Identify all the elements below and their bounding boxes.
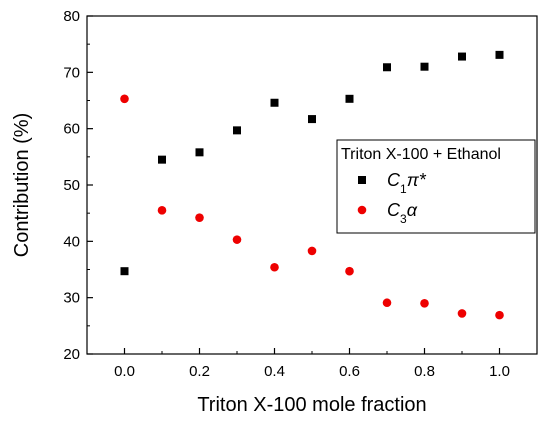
data-point-series-1 xyxy=(270,98,279,107)
data-point-series-1 xyxy=(308,115,316,124)
legend-items: C1π* C3α xyxy=(357,170,427,226)
x-tick-label: 0.8 xyxy=(414,363,435,380)
data-point-series-1 xyxy=(158,155,166,164)
y-tick-label: 30 xyxy=(63,290,80,307)
y-tick-label: 50 xyxy=(63,177,80,194)
legend-marker-series-1 xyxy=(358,176,366,184)
data-point-series-2 xyxy=(345,266,354,276)
legend-title: Triton X-100 + Ethanol xyxy=(341,146,501,163)
data-point-series-1 xyxy=(195,148,204,157)
y-tick-label: 20 xyxy=(63,346,80,363)
data-point-series-2 xyxy=(457,309,467,318)
data-point-series-2 xyxy=(420,299,429,308)
data-point-series-1 xyxy=(120,267,129,276)
x-axis-label: Triton X-100 mole fraction xyxy=(197,394,426,416)
y-tick-label: 40 xyxy=(63,233,80,250)
legend-box xyxy=(336,139,536,234)
x-axis-ticks: 0.0 0.2 0.4 0.6 0.8 1.0 xyxy=(86,348,538,380)
data-point-series-1 xyxy=(458,52,466,61)
y-tick-label: 80 xyxy=(63,8,80,25)
data-point-series-2 xyxy=(270,262,279,272)
legend-marker-series-2 xyxy=(357,205,367,215)
legend: Triton X-100 + Ethanol C1π* C3α xyxy=(336,139,536,234)
data-point-series-2 xyxy=(195,213,204,222)
x-tick-label: 1.0 xyxy=(489,363,510,380)
data-point-series-1 xyxy=(233,126,241,135)
legend-label-series-1: C1π* xyxy=(387,170,427,196)
x-tick-label: 0.4 xyxy=(264,363,285,380)
data-point-series-1 xyxy=(383,63,391,72)
data-point-series-2 xyxy=(495,310,504,320)
data-point-series-2 xyxy=(232,235,242,244)
y-axis-label: Contribution (%) xyxy=(11,113,33,258)
x-tick-label: 0.6 xyxy=(339,363,360,380)
data-point-series-1 xyxy=(420,62,429,71)
data-point-series-2 xyxy=(382,298,392,308)
y-axis-ticks: 20 30 40 50 60 70 80 xyxy=(63,8,93,363)
data-point-series-2 xyxy=(157,206,167,215)
data-point-series-1 xyxy=(345,94,354,103)
x-tick-label: 0.2 xyxy=(189,363,210,380)
legend-label-series-2: C3α xyxy=(387,200,418,226)
y-tick-label: 60 xyxy=(63,121,80,138)
y-tick-label: 70 xyxy=(63,64,80,81)
data-point-series-1 xyxy=(495,50,504,59)
data-point-series-2 xyxy=(120,94,129,104)
data-point-series-2 xyxy=(307,246,317,256)
data-points xyxy=(120,50,504,320)
x-tick-label: 0.0 xyxy=(114,363,135,380)
